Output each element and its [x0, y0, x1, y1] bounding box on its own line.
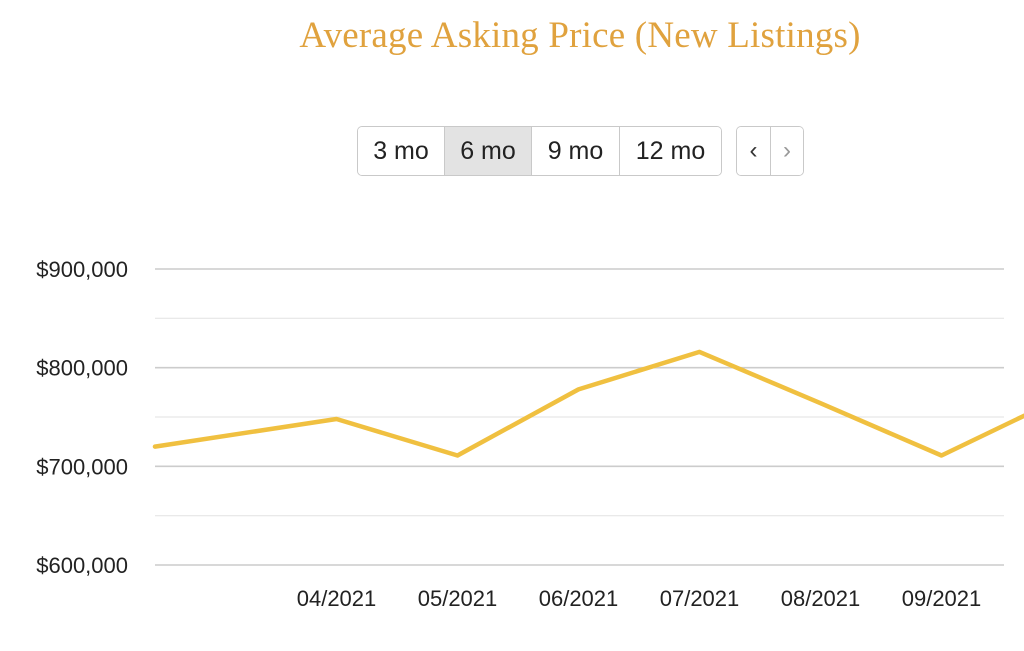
- y-tick-label: $900,000: [36, 257, 128, 282]
- x-tick-label: 07/2021: [660, 586, 740, 611]
- range-6mo-button[interactable]: 6 mo: [445, 127, 532, 175]
- x-tick-label: 04/2021: [297, 586, 377, 611]
- period-navigation: ‹ ›: [736, 126, 804, 176]
- range-12mo-button[interactable]: 12 mo: [620, 127, 721, 175]
- series-line: [152, 349, 1024, 458]
- series: [152, 349, 1024, 458]
- y-tick-label: $700,000: [36, 454, 128, 479]
- x-tick-label: 06/2021: [539, 586, 619, 611]
- chart-title: Average Asking Price (New Listings): [299, 15, 861, 56]
- y-tick-label: $800,000: [36, 356, 128, 381]
- x-tick-label: 08/2021: [781, 586, 861, 611]
- gridlines: [155, 268, 1004, 566]
- y-tick-label: $600,000: [36, 553, 128, 578]
- range-9mo-button[interactable]: 9 mo: [532, 127, 620, 175]
- range-selector: 3 mo 6 mo 9 mo 12 mo: [357, 126, 722, 176]
- prev-period-button[interactable]: ‹: [737, 127, 770, 175]
- x-axis-labels: 04/2021 05/2021 06/2021 07/2021 08/2021 09/20…: [297, 586, 1024, 611]
- x-tick-label: 10/2021: [1023, 586, 1024, 611]
- range-3mo-button[interactable]: 3 mo: [358, 127, 445, 175]
- next-period-button[interactable]: ›: [770, 127, 803, 175]
- x-tick-label: 05/2021: [418, 586, 498, 611]
- x-tick-label: 09/2021: [902, 586, 982, 611]
- y-axis-labels: $600,000 $700,000 $800,000 $900,000: [36, 257, 128, 578]
